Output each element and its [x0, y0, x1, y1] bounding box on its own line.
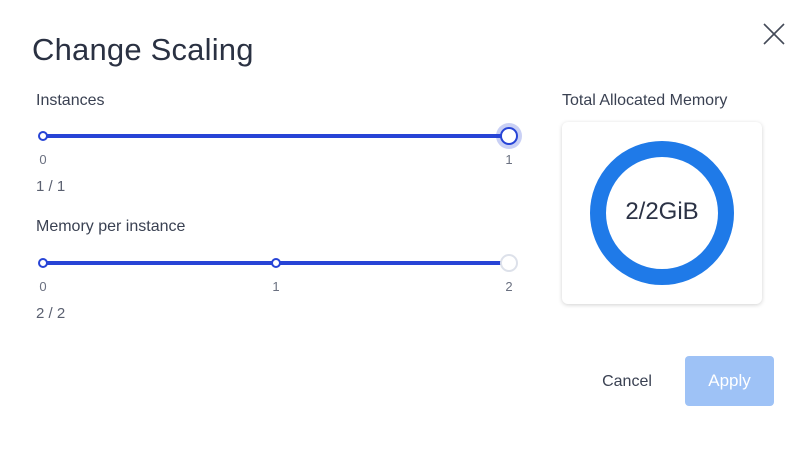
close-icon [763, 23, 785, 45]
memory-label: Memory per instance [36, 218, 186, 235]
memory-step-dot-0 [38, 258, 48, 268]
instances-slider-handle[interactable] [500, 127, 518, 145]
instances-tick-1: 1 [505, 152, 513, 167]
instances-tick-0: 0 [39, 152, 47, 167]
close-button[interactable] [760, 20, 788, 48]
instances-value: 1 / 1 [36, 178, 66, 195]
memory-tick-1: 1 [272, 279, 280, 294]
instances-fill [43, 134, 509, 138]
memory-step-dot-1 [271, 258, 281, 268]
instances-slider[interactable] [38, 126, 518, 146]
memory-ring-chart [590, 141, 734, 285]
total-memory-card: 2/2GiB [562, 122, 762, 304]
memory-tick-0: 0 [39, 279, 47, 294]
memory-ring-fill [590, 141, 734, 285]
memory-value: 2 / 2 [36, 305, 66, 322]
memory-slider[interactable] [38, 253, 518, 273]
cancel-button[interactable]: Cancel [584, 358, 670, 406]
total-memory-value: 2/2GiB [625, 198, 699, 225]
apply-button[interactable]: Apply [685, 356, 774, 406]
dialog-title: Change Scaling [32, 32, 254, 67]
instances-label: Instances [36, 92, 105, 109]
memory-tick-2: 2 [505, 279, 513, 294]
memory-slider-handle[interactable] [500, 254, 518, 272]
instances-step-dot [38, 131, 48, 141]
total-memory-title: Total Allocated Memory [562, 92, 728, 109]
